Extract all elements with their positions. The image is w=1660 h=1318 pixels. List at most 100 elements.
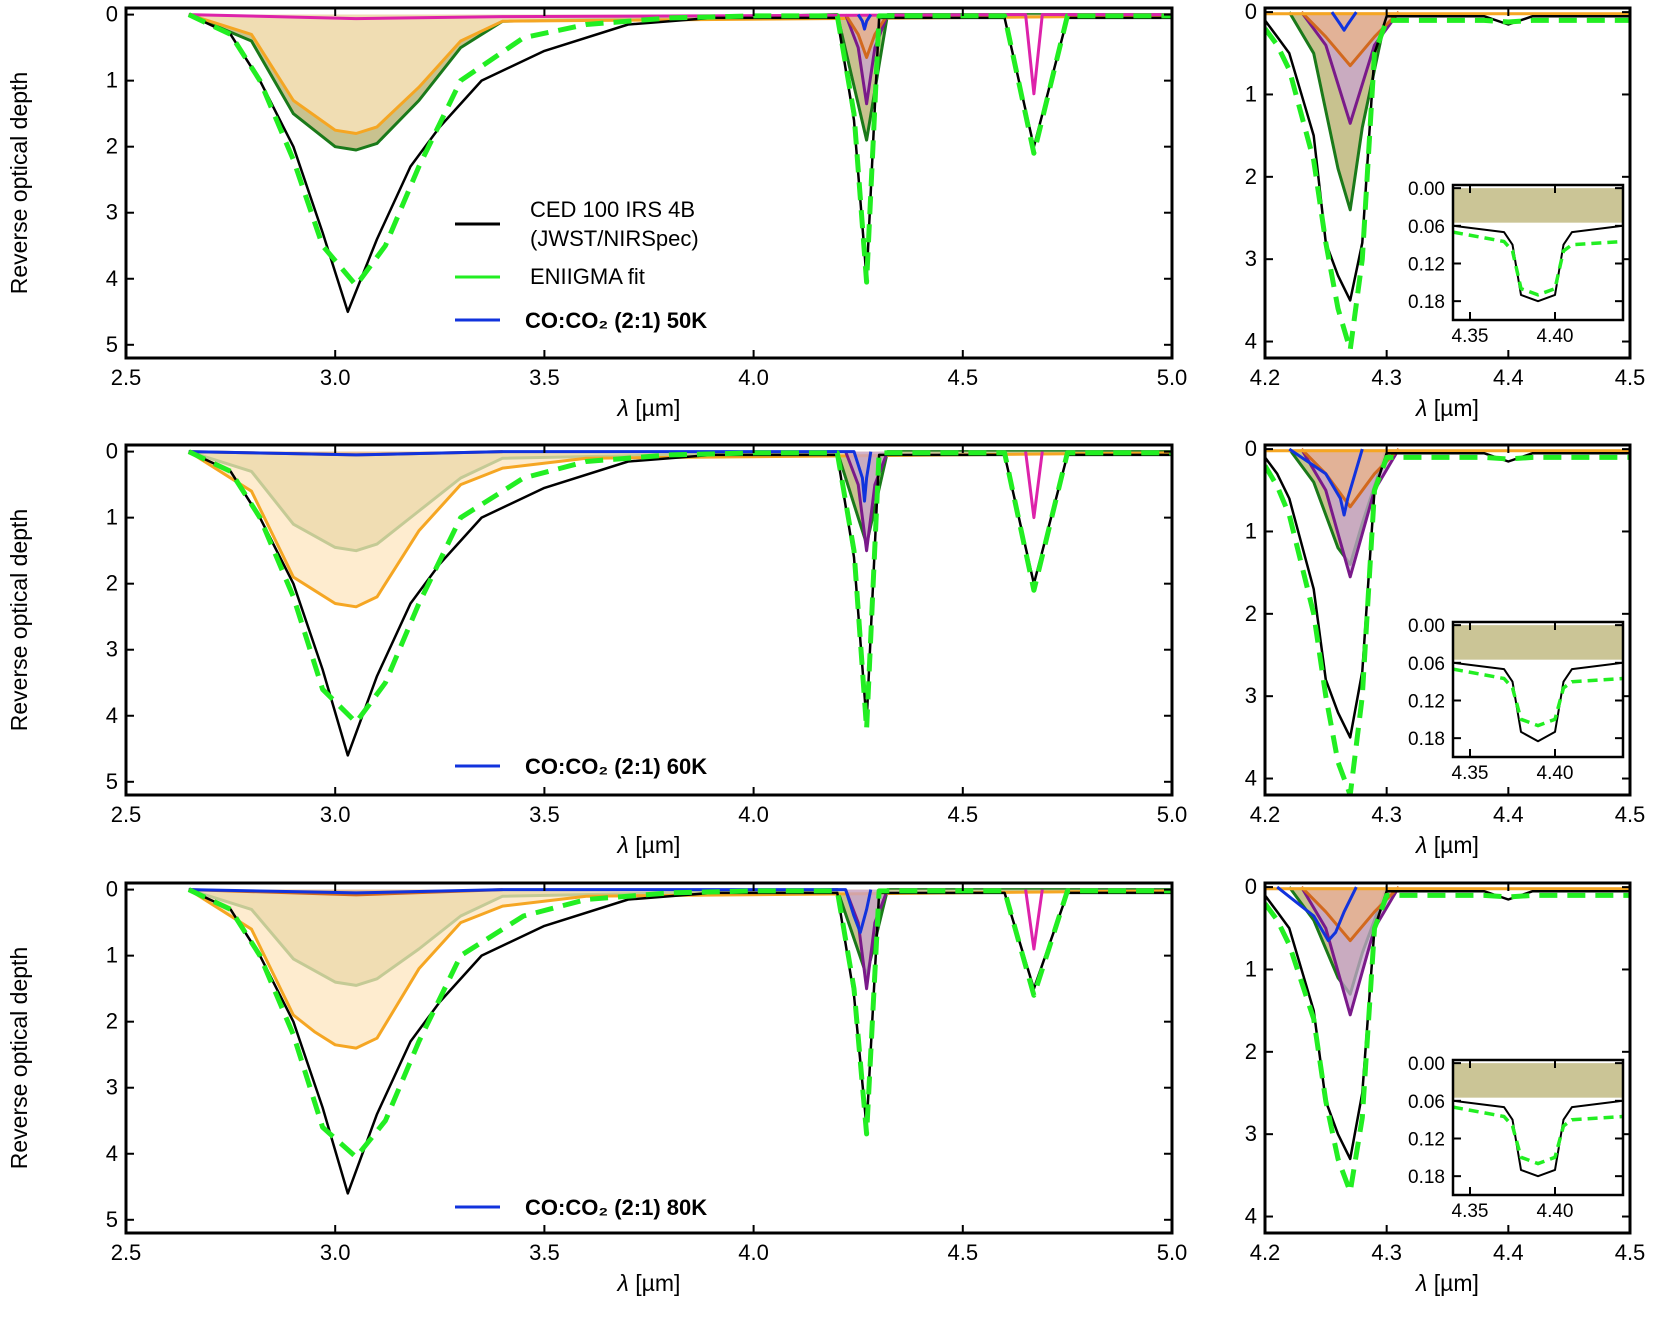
zoom-panel-1-frame: [1263, 6, 1632, 360]
zoom-panel-3-ytick-label: 3: [1245, 1121, 1257, 1146]
area-purple-component: [1301, 12, 1399, 124]
zoom-panel-1-xtick-label: 4.2: [1250, 365, 1281, 390]
zoom-panel-3-inset-ytick-label: 0.12: [1408, 1129, 1445, 1150]
area-rust-component: [845, 14, 888, 58]
series-orange-component: [188, 13, 1172, 135]
zoom-panel-2-ytick-label: 3: [1245, 683, 1257, 708]
main-panel-3: 2.5 3.0 3.5 4.0 4.5 5.0 0 1 2 3 4 5 λ [µm] Reverse op…: [6, 877, 1187, 1296]
main-panel-3-ytick-label: 2: [106, 1009, 118, 1034]
zoom-panel-2-inset-ytick-label: 0.18: [1408, 729, 1445, 750]
zoom-panel-2-ytick-label: 4: [1245, 766, 1257, 791]
zoom-panel-3-ytick-label: 4: [1245, 1204, 1257, 1229]
zoom-panel-1-inset-frame: [1451, 183, 1625, 322]
zoom-panel-3-xtick-label: 4.5: [1615, 1240, 1646, 1265]
main-panel-3-ytick-label: 0: [106, 877, 118, 902]
main-panel-2-xtick-label: 5.0: [1157, 802, 1188, 827]
zoom-panel-3-xtick-label: 4.3: [1371, 1240, 1402, 1265]
main-panel-2-ytick-label: 2: [106, 571, 118, 596]
zoom-panel-1: 4.2 4.3 4.4 4.5 0 1 2 3 4 λ [µm] 4.35 4.40 0.00 0.06 0…: [1245, 0, 1646, 421]
zoom-panel-3-inset-ytick-label: 0.18: [1408, 1167, 1445, 1188]
zoom-panel-3-xtick-label: 4.4: [1493, 1240, 1524, 1265]
main-panel-3-xtick-label: 5.0: [1157, 1240, 1188, 1265]
main-panel-3-xtick-label: 4.5: [948, 1240, 979, 1265]
main-panel-1-ytick-label: 3: [106, 200, 118, 225]
series-purple-component: [1300, 886, 1401, 1017]
main-panel-2-xlabel: λ [µm]: [616, 832, 681, 858]
zoom-panel-1-inset-ytick-label: 0.18: [1408, 292, 1445, 313]
zoom-panel-3-inset-ytick-label: 0.06: [1408, 1092, 1445, 1113]
area-rust-component: [1301, 887, 1399, 941]
series-eniigma-fit: [187, 449, 1172, 732]
series-orange-component: [187, 450, 1172, 609]
zoom-panel-1-ytick-label: 2: [1245, 164, 1257, 189]
zoom-panel-1-inset-ytick-label: 0.06: [1408, 217, 1445, 238]
series-magenta-component: [188, 13, 1172, 96]
main-panel-2-ylabel: Reverse optical depth: [6, 509, 32, 731]
zoom-panel-3-inset-frame: [1451, 1058, 1625, 1197]
zoom-panel-3-ytick-label: 1: [1245, 956, 1257, 981]
zoom-panel-1-xtick-label: 4.4: [1493, 365, 1524, 390]
series-co-co-2-1-80k: [188, 888, 873, 934]
zoom-panel-2-inset-frame: [1451, 620, 1625, 759]
main-panel-2-xtick-label: 4.5: [948, 802, 979, 827]
zoom-panel-3-inset: 4.35 4.40 0.00 0.06 0.12 0.18: [1408, 1054, 1625, 1222]
series-ced-100-irs-4b-jwst-nirspec: [1453, 224, 1623, 303]
series-magenta-component: [1024, 451, 1044, 520]
zoom-panel-2-inset-ytick-label: 0.00: [1408, 616, 1445, 637]
zoom-panel-2-inset-component-band: [1453, 625, 1623, 660]
main-panel-2-component-label: CO:CO₂ (2:1) 60K: [525, 754, 707, 779]
main-panel-1-xtick-label: 4.5: [948, 365, 979, 390]
zoom-panel-2-xtick-label: 4.2: [1250, 802, 1281, 827]
area-orange-component: [188, 889, 1172, 1049]
legend: CED 100 IRS 4B (JWST/NIRSpec) ENIIGMA fi…: [455, 197, 699, 289]
series-eniigma-fit: [1265, 454, 1630, 795]
series-co-co-2-1-60k: [188, 450, 873, 503]
zoom-panel-3-xlabel: λ [µm]: [1414, 1270, 1479, 1296]
zoom-panel-1-ytick-label: 0: [1245, 0, 1257, 24]
zoom-panel-1-xtick-label: 4.3: [1371, 365, 1402, 390]
main-panel-1-xtick-label: 3.5: [529, 365, 560, 390]
series-ced-100-irs-4b-jwst-nirspec: [188, 450, 1172, 757]
series-co-co-2-1-50k: [1330, 11, 1358, 32]
zoom-panel-1-xtick-label: 4.5: [1615, 365, 1646, 390]
zoom-panel-2-ytick-label: 1: [1245, 518, 1257, 543]
main-panel-3-xlabel: λ [µm]: [616, 1270, 681, 1296]
series-green-component: [188, 13, 1172, 152]
area-purple-component: [1301, 449, 1399, 577]
zoom-panel-2-ytick-label: 0: [1245, 436, 1257, 461]
main-panel-1-xlabel: λ [µm]: [616, 395, 681, 421]
zoom-panel-1-ytick-label: 1: [1245, 81, 1257, 106]
main-panel-2-xtick-label: 2.5: [111, 802, 142, 827]
main-panel-2-ytick-label: 0: [106, 439, 118, 464]
area-orange-component: [188, 451, 1172, 607]
legend-observed-label: CED 100 IRS 4B: [530, 197, 695, 222]
zoom-panel-1-ytick-label: 3: [1245, 246, 1257, 271]
series-eniigma-fit: [1453, 230, 1623, 297]
main-panel-3-ytick-label: 1: [106, 943, 118, 968]
main-panel-2-ytick-label: 1: [106, 505, 118, 530]
zoom-panel-3-inset-ytick-label: 0.00: [1408, 1054, 1445, 1075]
zoom-panel-1-inset-xtick-label: 4.40: [1537, 326, 1574, 347]
main-panel-2-xtick-label: 3.5: [529, 802, 560, 827]
main-panel-1-ytick-label: 1: [106, 68, 118, 93]
series-eniigma-fit: [1453, 1105, 1623, 1166]
series-eniigma-fit: [1265, 892, 1630, 1195]
zoom-panel-1-inset-ytick-label: 0.12: [1408, 254, 1445, 275]
zoom-panel-3: 4.2 4.3 4.4 4.5 0 1 2 3 4 λ [µm] 4.35 4.40 0.00 0.06 0…: [1245, 874, 1646, 1296]
zoom-panel-1-inset-ytick-label: 0.00: [1408, 179, 1445, 200]
main-panel-3-ytick-label: 3: [106, 1075, 118, 1100]
series-ced-100-irs-4b-jwst-nirspec: [1453, 1099, 1623, 1178]
area-purple-component: [1301, 887, 1399, 1015]
main-panel-2-xtick-label: 4.0: [738, 802, 769, 827]
series-co-co-2-1-50k: [856, 13, 873, 31]
main-panel-3-ytick-label: 5: [106, 1207, 118, 1232]
main-panel-1-ytick-label: 2: [106, 134, 118, 159]
zoom-panel-2-xlabel: λ [µm]: [1414, 832, 1479, 858]
main-panel-1-xtick-label: 4.0: [738, 365, 769, 390]
zoom-panel-2: 4.2 4.3 4.4 4.5 0 1 2 3 4 λ [µm] 4.35 4.40 0.00 0.06 0…: [1245, 436, 1646, 858]
main-panel-1-xtick-label: 3.0: [320, 365, 351, 390]
zoom-panel-2-inset-ytick-label: 0.12: [1408, 691, 1445, 712]
series-magenta-component: [1024, 889, 1044, 951]
series-eniigma-fit: [1265, 17, 1630, 353]
